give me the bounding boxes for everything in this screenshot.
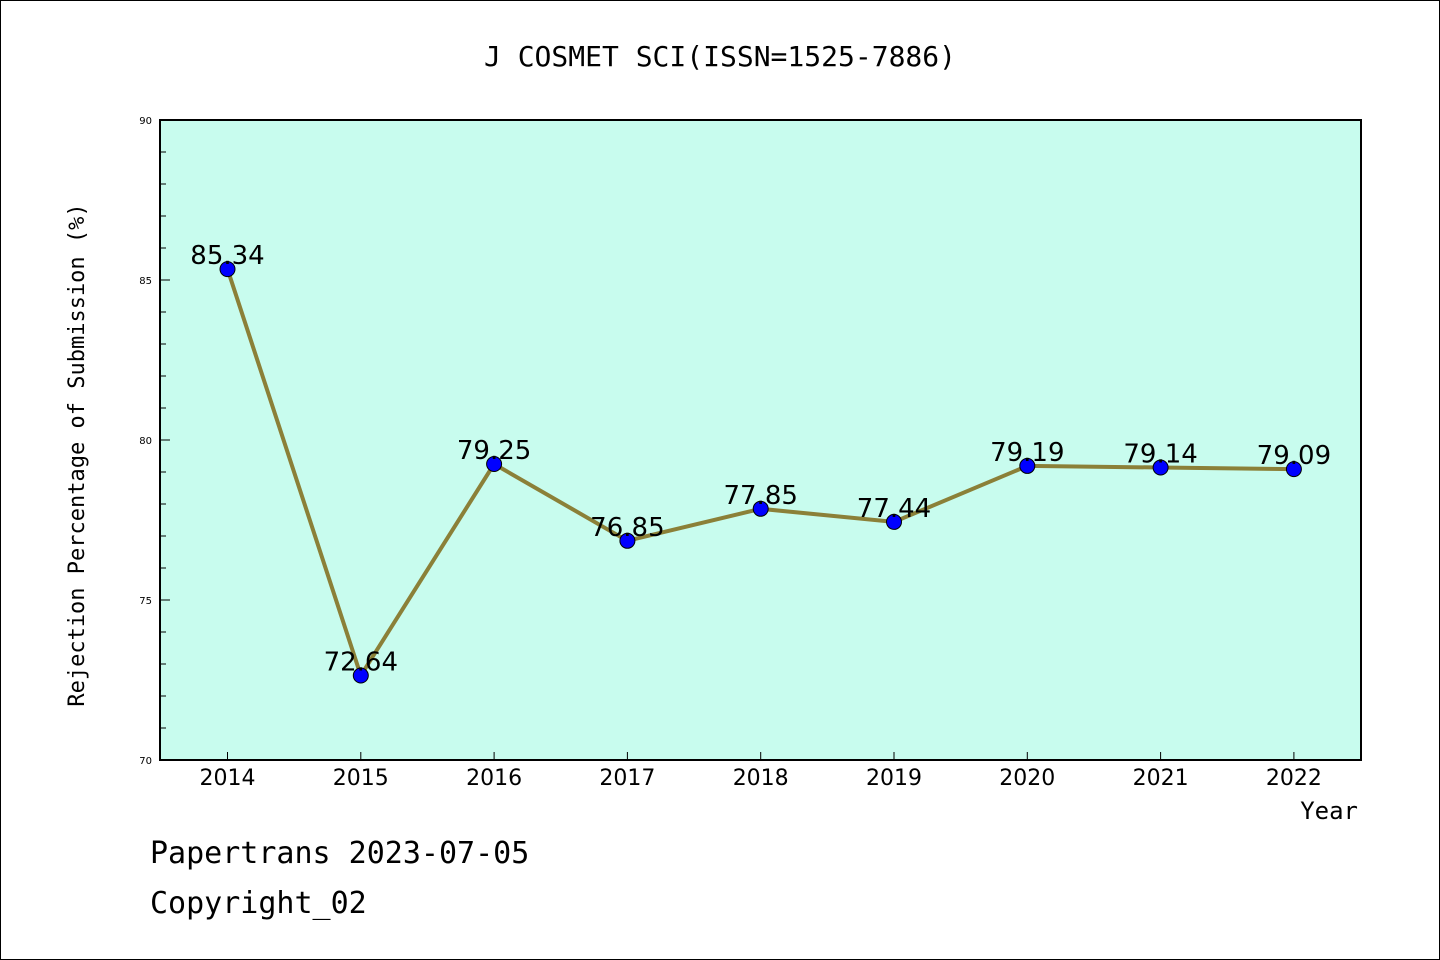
- footer-copyright: Copyright_02: [150, 886, 367, 921]
- x-tick-label: 2019: [866, 766, 922, 791]
- data-label-2016: 79.25: [457, 436, 531, 466]
- data-labels: 85.34 72.64 79.25 76.85 77.85 77.44 79.19 79.14…: [190, 241, 1331, 677]
- plot-area: [159, 119, 1362, 761]
- y-axis-label: Rejection Percentage of Submission (%): [65, 203, 90, 706]
- data-point-2019: [886, 513, 902, 530]
- x-tick-label: 2014: [200, 766, 256, 791]
- y-tick-label: 85: [139, 276, 152, 287]
- data-label-2022: 79.09: [1257, 441, 1331, 471]
- data-point-2015: [352, 667, 369, 684]
- x-tick-label: 2021: [1133, 766, 1189, 791]
- x-axis-label: Year: [1300, 797, 1358, 825]
- x-tick-label: 2017: [599, 766, 655, 791]
- data-label-2015: 72.64: [324, 648, 398, 678]
- data-label-2014: 85.34: [190, 241, 264, 271]
- data-point-2018: [752, 500, 769, 517]
- y-axis: 70 75 80 85 90: [139, 116, 170, 767]
- data-point-2021: [1152, 459, 1169, 476]
- data-point-2022: [1285, 461, 1302, 478]
- data-label-2021: 79.14: [1123, 440, 1197, 470]
- data-label-2017: 76.85: [590, 513, 664, 543]
- data-label-2020: 79.19: [990, 438, 1064, 468]
- series-rejection-rate: [219, 261, 1302, 684]
- y-tick-label: 90: [139, 116, 152, 127]
- x-axis: 2014 2015 2016 2017 2018 2019 2020 2021 2022: [200, 752, 1322, 791]
- y-tick-label: 75: [139, 596, 152, 607]
- data-point-2020: [1019, 457, 1036, 474]
- data-label-2018: 77.85: [723, 481, 797, 511]
- data-point-2014: [219, 261, 236, 278]
- x-tick-label: 2016: [466, 766, 522, 791]
- data-point-2017: [619, 532, 636, 549]
- y-tick-label: 70: [139, 756, 152, 767]
- x-tick-label: 2018: [733, 766, 789, 791]
- x-tick-label: 2020: [999, 766, 1055, 791]
- x-tick-label: 2022: [1266, 766, 1322, 791]
- footer-date: Papertrans 2023-07-05: [150, 836, 530, 871]
- data-label-2019: 77.44: [857, 494, 931, 524]
- x-tick-label: 2015: [333, 766, 389, 791]
- y-tick-label: 80: [139, 436, 152, 447]
- chart-title: J COSMET SCI(ISSN=1525-7886): [484, 40, 956, 73]
- data-point-2016: [486, 456, 503, 472]
